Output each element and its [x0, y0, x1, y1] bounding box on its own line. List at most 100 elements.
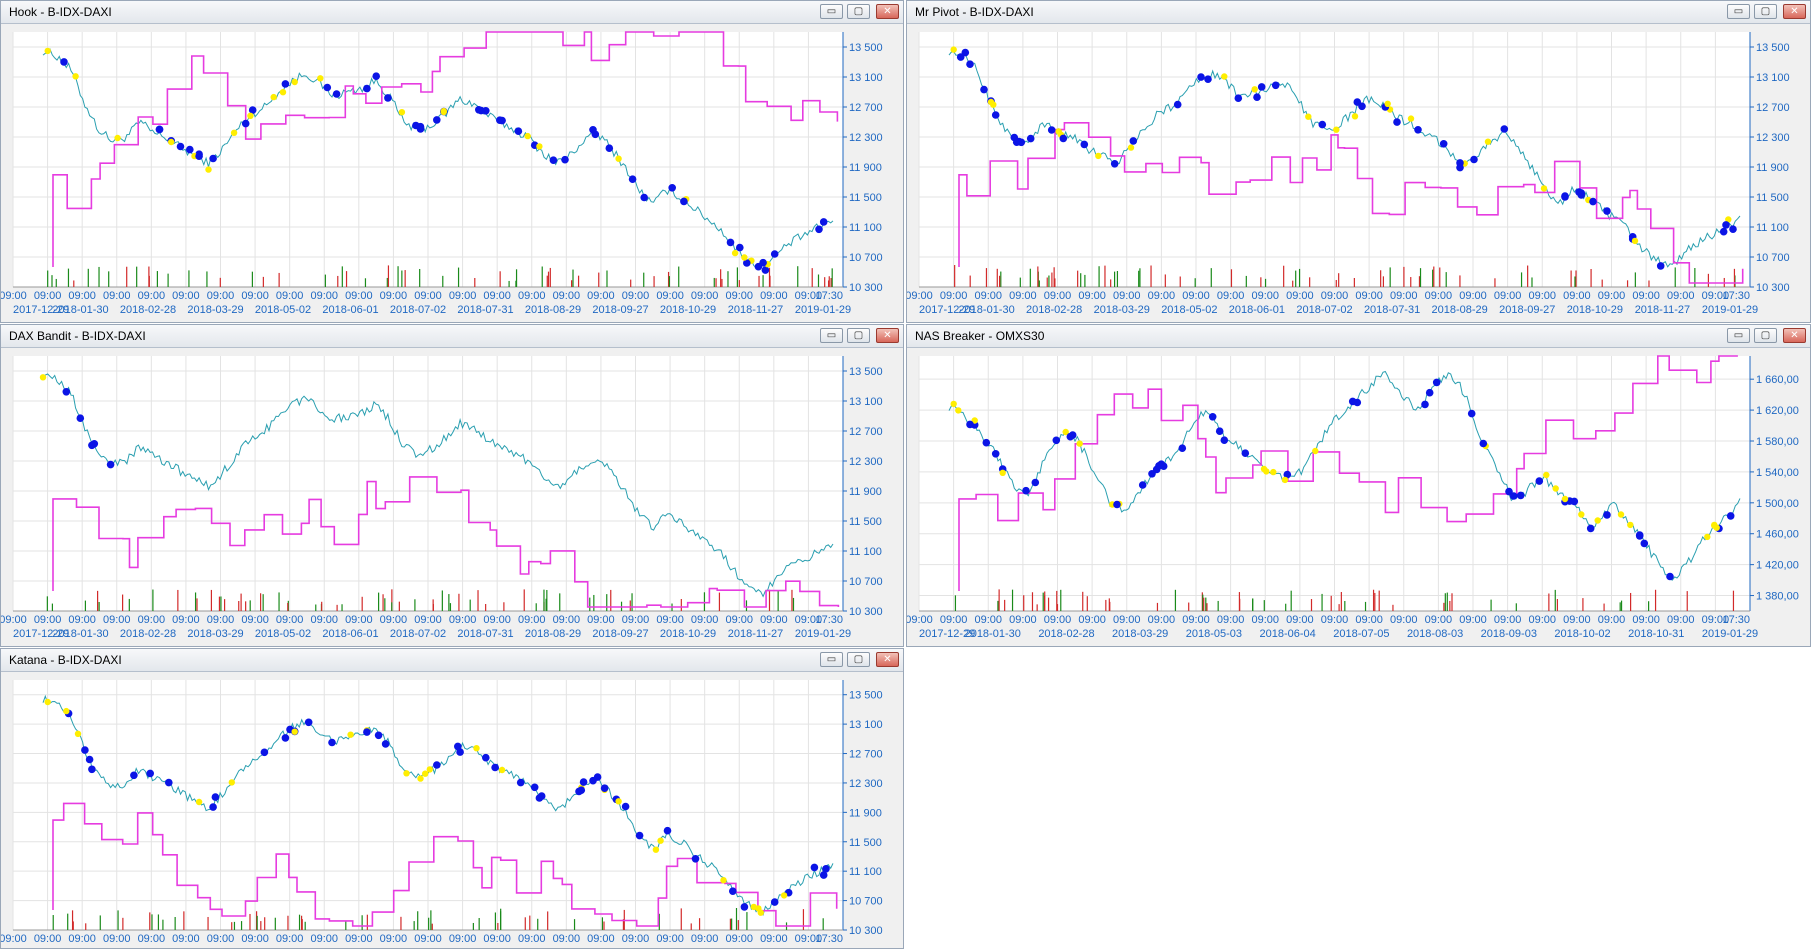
exit-marker	[950, 400, 957, 408]
chart-window-nas-breaker[interactable]: NAS Breaker - OMXS30 ▭ ▢ ✕ 1 380,00 1 420…	[906, 324, 1811, 647]
entry-marker	[770, 898, 779, 906]
x-time-label: 09:00	[622, 614, 650, 626]
minimize-button[interactable]: ▭	[1727, 4, 1750, 19]
x-date-label: 2017-12-29	[13, 628, 69, 640]
entry-marker	[186, 145, 194, 154]
x-time-label: 17:30	[815, 933, 843, 945]
exit-marker	[1631, 237, 1639, 245]
exit-marker	[955, 407, 962, 414]
x-time-label: 09:00	[1459, 614, 1487, 626]
equity-line	[52, 476, 840, 608]
chart-window-mr-pivot[interactable]: Mr Pivot - B-IDX-DAXI ▭ ▢ ✕ 10 300 10 700…	[906, 0, 1811, 323]
maximize-button[interactable]: ▢	[847, 4, 870, 19]
entry-marker	[1666, 572, 1674, 581]
entry-marker	[761, 266, 770, 274]
x-date-label: 2018-11-27	[728, 628, 783, 640]
x-time-label: 09:00	[1390, 290, 1418, 302]
chart-plot-nas-breaker[interactable]: 1 380,00 1 420,00 1 460,00 1 500,00 1 540,00…	[907, 348, 1810, 646]
y-tick-label: 1 540,00	[1756, 467, 1799, 479]
entry-marker	[1516, 491, 1525, 500]
x-time-label: 09:00	[795, 614, 823, 626]
minimize-button[interactable]: ▭	[820, 328, 843, 343]
x-time-label: 09:00	[1528, 290, 1556, 302]
x-time-label: 09:00	[1113, 290, 1141, 302]
x-date-label: 2018-10-29	[1567, 304, 1623, 316]
x-time-label: 09:00	[207, 290, 235, 302]
chart-plot-dax-bandit[interactable]: 10 300 10 700 11 100 11 500 11 900 12 300 12 7…	[1, 348, 903, 646]
minimize-button[interactable]: ▭	[820, 4, 843, 19]
entry-marker	[1656, 262, 1665, 270]
chart-plot-katana[interactable]: 10 300 10 700 11 100 11 500 11 900 12 300 12 7…	[1, 672, 903, 949]
x-time-label: 09:00	[483, 290, 511, 302]
window-titlebar[interactable]: NAS Breaker - OMXS30 ▭ ▢ ✕	[907, 325, 1810, 348]
chart-window-dax-bandit[interactable]: DAX Bandit - B-IDX-DAXI ▭ ▢ ✕ 10 300 10 7…	[0, 324, 904, 647]
x-time-label: 09:00	[1, 933, 27, 945]
y-tick-label: 11 500	[849, 837, 882, 849]
x-date-label: 2018-07-02	[390, 628, 446, 640]
x-time-label: 17:30	[815, 290, 843, 302]
exit-marker	[39, 374, 47, 381]
chart-window-hook[interactable]: Hook - B-IDX-DAXI ▭ ▢ ✕ 10 300 10 700 11 1…	[0, 0, 904, 323]
chart-plot-mr-pivot[interactable]: 10 300 10 700 11 100 11 500 11 900 12 300 12 7…	[907, 24, 1810, 322]
entry-marker	[1253, 93, 1261, 101]
entry-marker	[433, 116, 441, 124]
entry-marker	[663, 826, 672, 835]
window-titlebar[interactable]: Katana - B-IDX-DAXI ▭ ▢ ✕	[1, 649, 903, 672]
entry-marker	[579, 778, 588, 786]
close-button[interactable]: ✕	[876, 4, 899, 19]
chart-plot-hook[interactable]: 10 300 10 700 11 100 11 500 11 900 12 300 12 7…	[1, 24, 903, 322]
x-time-label: 09:00	[1425, 614, 1453, 626]
x-time-label: 09:00	[1217, 290, 1245, 302]
exit-marker	[615, 798, 622, 805]
exit-marker	[291, 78, 298, 86]
x-time-label: 09:00	[725, 290, 753, 302]
close-button[interactable]: ✕	[1783, 328, 1806, 343]
window-titlebar[interactable]: Mr Pivot - B-IDX-DAXI ▭ ▢ ✕	[907, 1, 1810, 24]
y-tick-label: 12 700	[1756, 102, 1790, 114]
entry-marker	[1358, 102, 1366, 111]
entry-marker	[1467, 409, 1476, 418]
maximize-button[interactable]: ▢	[847, 652, 870, 667]
x-date-label: 2018-03-29	[187, 628, 243, 640]
x-time-label: 09:00	[138, 614, 166, 626]
exit-marker	[1594, 517, 1601, 524]
window-titlebar[interactable]: Hook - B-IDX-DAXI ▭ ▢ ✕	[1, 1, 903, 24]
x-time-label: 09:00	[380, 290, 408, 302]
close-button[interactable]: ✕	[876, 328, 899, 343]
equity-line	[52, 802, 838, 927]
x-time-label: 09:00	[622, 290, 650, 302]
close-button[interactable]: ✕	[1783, 4, 1806, 19]
minimize-button[interactable]: ▭	[1727, 328, 1750, 343]
exit-marker	[44, 698, 51, 706]
x-time-label: 09:00	[587, 614, 615, 626]
entry-marker	[1052, 436, 1061, 445]
x-time-label: 09:00	[1321, 614, 1349, 626]
entry-marker	[628, 175, 637, 183]
entry-marker	[1439, 140, 1448, 148]
chart-window-katana[interactable]: Katana - B-IDX-DAXI ▭ ▢ ✕ 10 300 10 700 11…	[0, 648, 904, 949]
x-time-label: 09:00	[691, 290, 719, 302]
x-date-label: 2018-05-02	[1161, 304, 1217, 316]
entry-marker	[248, 106, 257, 114]
y-tick-label: 1 460,00	[1756, 529, 1799, 541]
x-time-label: 09:00	[974, 614, 1002, 626]
x-time-label: 09:00	[483, 614, 511, 626]
window-titlebar[interactable]: DAX Bandit - B-IDX-DAXI ▭ ▢ ✕	[1, 325, 903, 348]
entry-marker	[1257, 83, 1266, 91]
x-time-label: 09:00	[241, 614, 269, 626]
entry-marker	[491, 763, 499, 772]
x-time-label: 09:00	[1, 614, 27, 626]
x-time-label: 09:00	[656, 933, 684, 945]
y-tick-label: 13 500	[849, 690, 883, 702]
entry-marker	[1234, 94, 1243, 102]
maximize-button[interactable]: ▢	[1754, 328, 1777, 343]
exit-marker	[1260, 465, 1268, 473]
entry-marker	[530, 783, 539, 792]
x-time-label: 09:00	[103, 614, 131, 626]
entry-marker	[1535, 477, 1544, 485]
x-time-label: 09:00	[518, 290, 546, 302]
maximize-button[interactable]: ▢	[847, 328, 870, 343]
maximize-button[interactable]: ▢	[1754, 4, 1777, 19]
close-button[interactable]: ✕	[876, 652, 899, 667]
minimize-button[interactable]: ▭	[820, 652, 843, 667]
